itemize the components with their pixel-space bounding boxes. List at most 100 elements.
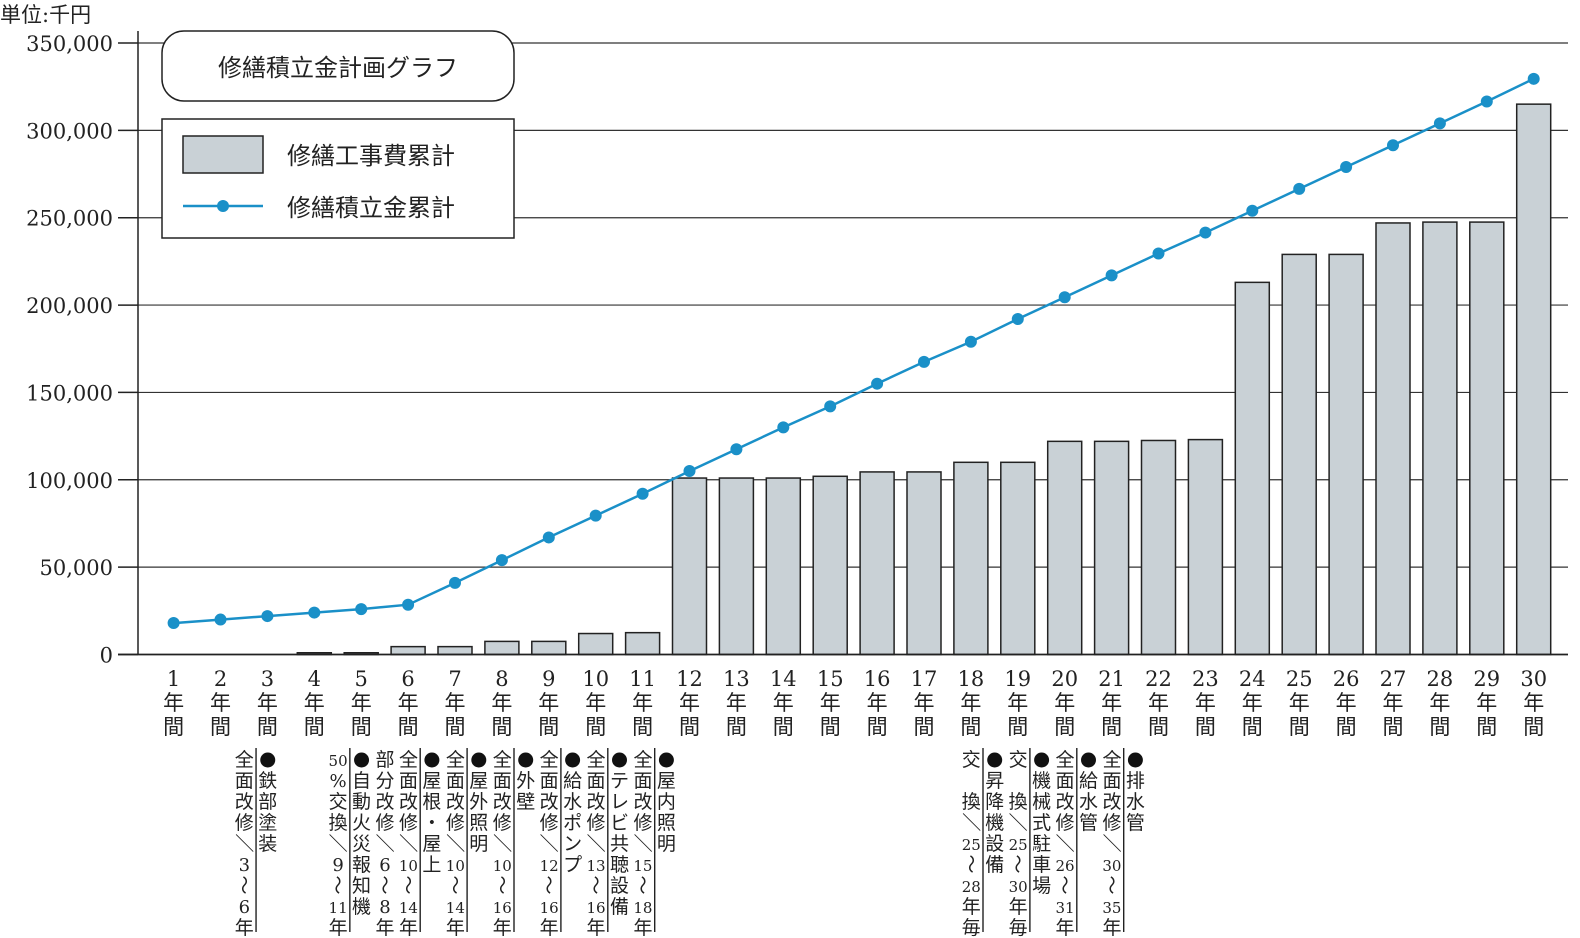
annotation-char: 換 <box>329 812 348 834</box>
annotation-char: 修 <box>399 812 418 834</box>
annotation-char: ～ <box>490 875 512 894</box>
annotation-char: ／ <box>490 833 512 852</box>
annotation-char: 16 <box>540 899 559 917</box>
annotation-char: 明 <box>469 833 488 855</box>
annotation-char: 修 <box>235 812 254 834</box>
x-tick-number: 18 <box>958 667 985 691</box>
bar <box>1375 222 1411 656</box>
annotation-char: 屋 <box>657 770 676 792</box>
annotation-char: 自 <box>352 770 371 792</box>
x-tick-number: 12 <box>676 667 703 691</box>
bar-series <box>296 103 1552 656</box>
line-point <box>824 400 837 413</box>
annotation-char: 明 <box>657 833 676 855</box>
x-tick-unit: 間 <box>491 715 512 739</box>
annotation-char: 改 <box>633 791 652 813</box>
annotation-char: 16 <box>587 899 606 917</box>
x-tick-unit: 年 <box>445 691 466 715</box>
x-tick-number: 3 <box>261 667 274 691</box>
bar <box>1328 253 1364 656</box>
annotation-char: 機 <box>985 812 1004 834</box>
bar <box>484 640 520 656</box>
x-tick-number: 10 <box>582 667 609 691</box>
x-tick-unit: 年 <box>304 691 325 715</box>
x-tick-unit: 間 <box>1195 715 1216 739</box>
bullet-icon <box>987 752 1003 768</box>
x-tick-unit: 間 <box>1242 715 1263 739</box>
legend-line-label: 修繕積立金累計 <box>287 194 455 222</box>
bullet-icon <box>424 752 440 768</box>
series-line <box>173 77 1535 625</box>
x-tick-unit: 間 <box>163 715 184 739</box>
annotation-char: 水 <box>1126 791 1145 813</box>
x-tick-unit: 年 <box>1148 691 1169 715</box>
annotation-char: 知 <box>352 875 371 897</box>
line-point <box>402 598 415 611</box>
x-tick-number: 4 <box>308 667 321 691</box>
x-tick-number: 16 <box>864 667 891 691</box>
annotation-char: 改 <box>493 791 512 813</box>
annotation-char: 災 <box>352 833 371 855</box>
line-point <box>1058 291 1071 304</box>
x-tick-labels: 1年間2年間3年間4年間5年間6年間7年間8年間9年間10年間11年間12年間1… <box>163 667 1547 739</box>
line-point <box>871 377 884 390</box>
title-frame <box>161 30 515 102</box>
annotation-char: ～ <box>396 875 418 894</box>
x-tick-unit: 間 <box>257 715 278 739</box>
annotation-char: ン <box>563 833 582 855</box>
annotation-char: 年 <box>235 917 254 938</box>
annotation-char: 30 <box>1102 857 1121 875</box>
y-tick-label: 50,000 <box>40 556 113 580</box>
annotation-char: ／ <box>232 833 254 852</box>
x-tick-unit: 年 <box>1101 691 1122 715</box>
annotation: 50%交換／9～11年毎 <box>326 752 348 938</box>
x-tick-unit: 年 <box>820 691 841 715</box>
x-tick-unit: 年 <box>1054 691 1075 715</box>
annotation-char: 換 <box>1009 791 1028 813</box>
line-point <box>542 531 555 544</box>
x-tick-number: 2 <box>214 667 227 691</box>
annotation-char: ／ <box>326 833 348 852</box>
x-tick-unit: 年 <box>1383 691 1404 715</box>
annotation-char: ～ <box>326 875 348 894</box>
annotation-char: 16 <box>493 899 512 917</box>
line-point <box>1340 161 1353 174</box>
chart-title: 修繕積立金計画グラフ <box>218 54 458 82</box>
annotation-char: % <box>330 771 347 792</box>
x-tick-unit: 間 <box>632 715 653 739</box>
x-tick-unit: 間 <box>820 715 841 739</box>
x-tick-unit: 間 <box>1054 715 1075 739</box>
line-point <box>683 465 696 478</box>
x-tick-number: 11 <box>629 667 656 691</box>
x-tick-unit: 間 <box>398 715 419 739</box>
x-tick-number: 1 <box>167 667 180 691</box>
annotation-char: ／ <box>1053 833 1075 852</box>
annotation-char: 面 <box>587 770 606 792</box>
annotation-char: 年 <box>962 896 981 918</box>
x-tick-number: 24 <box>1239 667 1266 691</box>
x-tick-unit: 年 <box>726 691 747 715</box>
annotation-char: 全 <box>633 749 652 771</box>
annotation-char: 年 <box>329 917 348 938</box>
x-tick-unit: 間 <box>679 715 700 739</box>
x-tick-unit: 年 <box>257 691 278 715</box>
annotation-char: ／ <box>631 833 653 852</box>
unit-label: 単位:千円 <box>0 3 91 27</box>
y-tick-label: 0 <box>100 644 113 668</box>
bullet-icon <box>354 752 370 768</box>
annotation: 屋根・屋上 <box>422 752 441 876</box>
bar <box>1046 440 1083 656</box>
annotation-char: 修 <box>1102 812 1121 834</box>
x-tick-unit: 年 <box>679 691 700 715</box>
bullet-icon <box>260 752 276 768</box>
bar <box>859 471 895 656</box>
annotation-char: 設 <box>610 875 629 897</box>
x-tick-unit: 間 <box>1383 715 1404 739</box>
bar <box>906 471 942 656</box>
bar <box>1281 253 1317 656</box>
line-point <box>1105 269 1118 282</box>
